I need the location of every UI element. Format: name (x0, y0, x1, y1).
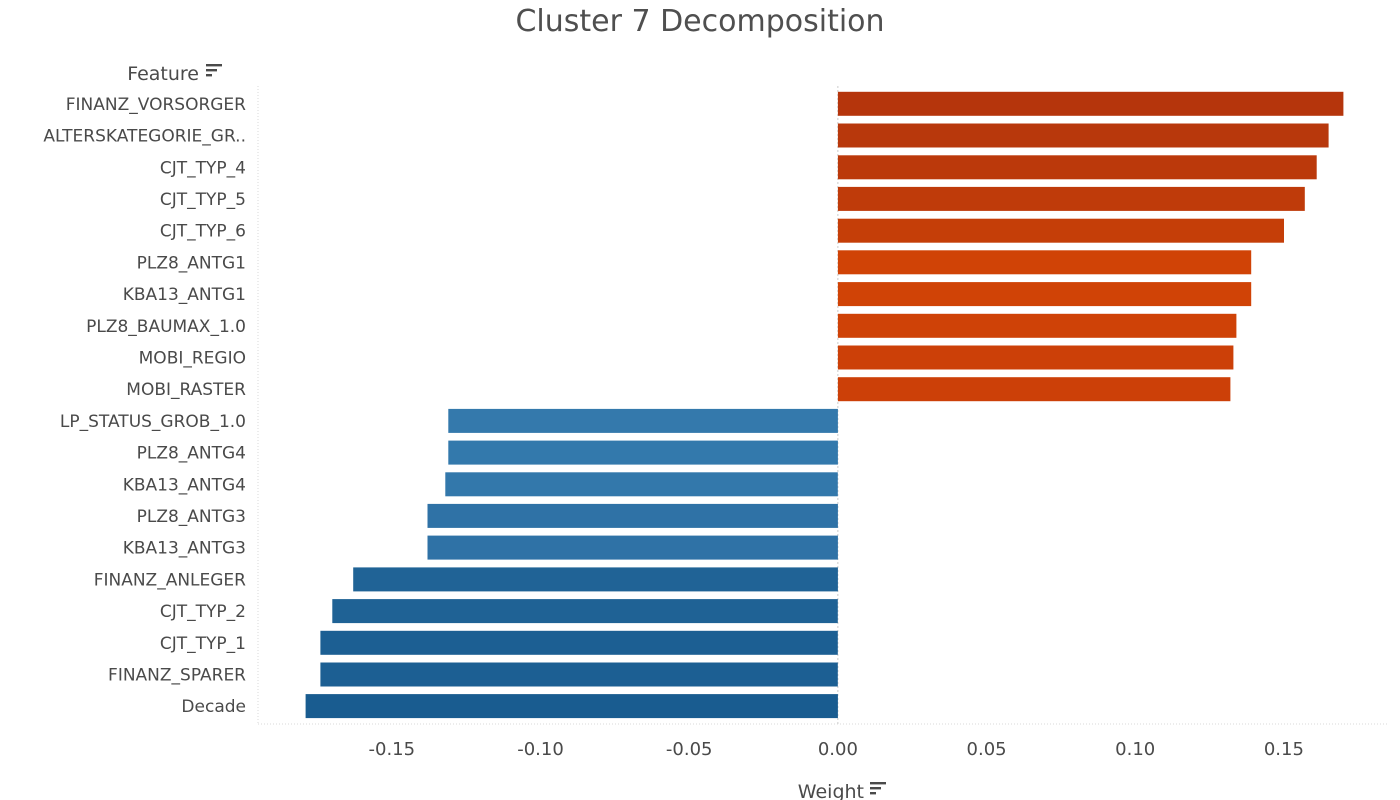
bar[interactable] (837, 186, 1305, 211)
row-label[interactable]: Decade (181, 697, 246, 717)
x-axis-title[interactable]: Weight (798, 781, 864, 800)
bar[interactable] (448, 440, 838, 465)
row-label[interactable]: PLZ8_ANTG4 (137, 444, 246, 464)
row-label[interactable]: CJT_TYP_1 (160, 634, 246, 654)
bar[interactable] (837, 218, 1284, 243)
row-label[interactable]: KBA13_ANTG3 (123, 539, 246, 559)
sort-icon-bar (206, 74, 212, 77)
row-label[interactable]: FINANZ_VORSORGER (66, 95, 246, 115)
row-label[interactable]: CJT_TYP_6 (160, 222, 246, 242)
row-label[interactable]: FINANZ_ANLEGER (94, 570, 246, 590)
bar[interactable] (320, 662, 838, 687)
bar[interactable] (837, 282, 1252, 307)
chart-title: Cluster 7 Decomposition (515, 4, 885, 39)
bar[interactable] (837, 250, 1252, 275)
sort-icon-bar (870, 792, 876, 795)
row-label[interactable]: KBA13_ANTG4 (123, 475, 246, 495)
bar[interactable] (332, 599, 838, 624)
bar[interactable] (837, 345, 1234, 370)
bar[interactable] (427, 535, 838, 560)
x-tick-label: 0.10 (1115, 739, 1155, 760)
y-sort-icon[interactable] (206, 64, 222, 77)
bar[interactable] (837, 377, 1231, 402)
row-label[interactable]: FINANZ_SPARER (108, 666, 246, 686)
bar[interactable] (837, 155, 1317, 180)
bar[interactable] (448, 408, 838, 433)
x-tick-label: -0.05 (666, 739, 713, 760)
row-label[interactable]: LP_STATUS_GROB_1.0 (60, 412, 246, 432)
y-axis-header[interactable]: Feature (127, 63, 199, 85)
bar[interactable] (427, 503, 838, 528)
x-sort-icon[interactable] (870, 782, 886, 795)
sort-icon-bar (206, 64, 222, 67)
x-tick-label: -0.15 (369, 739, 416, 760)
sort-icon-bar (870, 782, 886, 785)
row-label[interactable]: CJT_TYP_4 (160, 158, 246, 178)
row-label[interactable]: CJT_TYP_5 (160, 190, 246, 210)
bar[interactable] (320, 630, 838, 655)
row-label[interactable]: MOBI_REGIO (139, 349, 246, 369)
x-tick-label: -0.10 (517, 739, 564, 760)
row-label[interactable]: MOBI_RASTER (126, 380, 246, 400)
bar[interactable] (837, 123, 1329, 148)
row-label[interactable]: KBA13_ANTG1 (123, 285, 246, 305)
row-label[interactable]: PLZ8_BAUMAX_1.0 (86, 317, 246, 337)
row-label[interactable]: PLZ8_ANTG3 (137, 507, 246, 527)
bar[interactable] (837, 91, 1344, 116)
sort-icon-bar (206, 69, 217, 72)
bar[interactable] (305, 694, 838, 719)
row-label[interactable]: ALTERSKATEGORIE_GR.. (43, 127, 246, 147)
bar[interactable] (837, 313, 1237, 338)
x-tick-label: 0.15 (1264, 739, 1304, 760)
row-label[interactable]: CJT_TYP_2 (160, 602, 246, 622)
sort-icon-bar (870, 787, 881, 790)
x-tick-label: 0.05 (967, 739, 1007, 760)
bar[interactable] (445, 472, 838, 497)
row-label[interactable]: PLZ8_ANTG1 (137, 253, 246, 273)
bar[interactable] (353, 567, 838, 592)
x-tick-label: 0.00 (818, 739, 858, 760)
